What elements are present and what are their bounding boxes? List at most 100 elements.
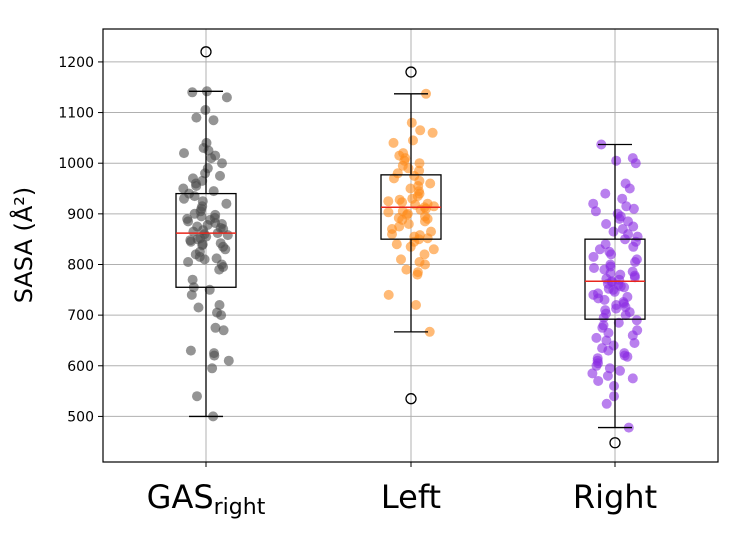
data-point xyxy=(179,148,189,159)
data-point xyxy=(629,338,640,348)
data-point xyxy=(210,209,221,220)
data-point xyxy=(394,194,405,205)
data-point xyxy=(627,266,638,277)
data-point xyxy=(627,153,638,164)
data-point xyxy=(600,305,611,316)
outlier-marker xyxy=(200,46,212,58)
data-point xyxy=(215,170,225,181)
data-point xyxy=(592,353,603,364)
data-point xyxy=(221,92,232,103)
data-point xyxy=(615,365,625,376)
data-point xyxy=(613,317,624,328)
data-point xyxy=(601,219,612,229)
data-point xyxy=(617,224,628,234)
data-point xyxy=(622,291,633,302)
data-point xyxy=(589,263,599,273)
y-tick-label: 1000 xyxy=(58,156,94,172)
outlier-marker xyxy=(405,66,417,78)
data-point xyxy=(408,135,418,146)
data-point xyxy=(615,269,626,280)
data-point xyxy=(627,373,638,384)
data-point xyxy=(383,207,394,218)
data-point xyxy=(383,196,394,207)
data-point xyxy=(207,363,218,374)
data-point xyxy=(218,325,229,336)
data-point xyxy=(187,87,198,98)
y-axis-ticks: 500 600 700 800 900 1000 1100 1200 xyxy=(58,55,103,425)
data-point xyxy=(593,376,604,386)
x-axis-categories: GASright Left Right xyxy=(147,462,657,520)
data-point xyxy=(398,148,409,159)
data-point xyxy=(620,178,631,189)
data-point xyxy=(185,345,196,356)
data-point xyxy=(611,155,622,166)
data-point xyxy=(392,168,403,179)
iqr-box xyxy=(584,238,646,320)
data-point xyxy=(214,300,225,310)
y-tick-label: 1100 xyxy=(58,106,94,122)
data-point xyxy=(608,226,619,237)
data-point xyxy=(605,259,616,270)
data-point xyxy=(598,320,609,331)
data-point xyxy=(414,165,425,176)
data-point xyxy=(215,238,226,249)
data-point xyxy=(632,325,643,336)
data-point xyxy=(217,158,227,169)
y-tick-label: 800 xyxy=(67,257,94,273)
data-point xyxy=(388,137,399,148)
y-tick-label: 500 xyxy=(67,409,94,425)
data-point xyxy=(210,322,221,333)
data-point xyxy=(597,343,608,354)
data-point xyxy=(608,340,619,351)
data-point xyxy=(604,246,615,257)
data-point xyxy=(191,112,202,123)
data-point xyxy=(612,208,623,219)
data-point xyxy=(623,216,633,227)
data-point xyxy=(425,178,436,189)
iqr-box xyxy=(175,192,237,288)
data-point xyxy=(602,370,613,381)
data-point xyxy=(604,363,615,374)
data-point xyxy=(197,175,208,186)
x-tick-label: Right xyxy=(573,478,657,516)
data-point xyxy=(193,302,204,313)
data-point xyxy=(414,230,425,241)
x-tick-label: Left xyxy=(381,478,441,516)
data-point xyxy=(426,226,436,237)
data-point xyxy=(631,315,642,326)
box-1 xyxy=(175,46,237,418)
data-point xyxy=(396,254,406,265)
data-point xyxy=(628,203,639,214)
data-point xyxy=(609,381,619,391)
box-plots xyxy=(175,46,646,449)
data-point xyxy=(183,257,194,267)
y-tick-label: 600 xyxy=(67,359,94,375)
data-point xyxy=(192,221,203,232)
data-point xyxy=(406,117,417,128)
data-point xyxy=(412,267,423,278)
data-point xyxy=(185,235,196,246)
data-point xyxy=(601,335,612,346)
y-tick-label: 900 xyxy=(67,207,94,223)
data-point xyxy=(383,289,394,300)
y-axis-label: SASA (Å²) xyxy=(9,187,38,304)
data-point xyxy=(188,173,198,184)
data-point xyxy=(186,289,197,300)
data-point xyxy=(631,254,642,265)
data-point xyxy=(414,158,425,169)
box-2 xyxy=(380,66,442,405)
data-point xyxy=(221,198,232,209)
data-point xyxy=(609,391,619,402)
data-point xyxy=(209,348,219,359)
data-point xyxy=(223,355,234,366)
data-point xyxy=(588,251,599,262)
outlier-marker xyxy=(609,437,621,449)
data-point xyxy=(587,368,598,379)
data-point xyxy=(211,253,222,264)
data-point xyxy=(593,288,603,299)
y-tick-label: 1200 xyxy=(58,55,94,71)
data-point xyxy=(601,398,612,409)
data-point xyxy=(187,274,198,285)
data-point xyxy=(427,127,438,138)
